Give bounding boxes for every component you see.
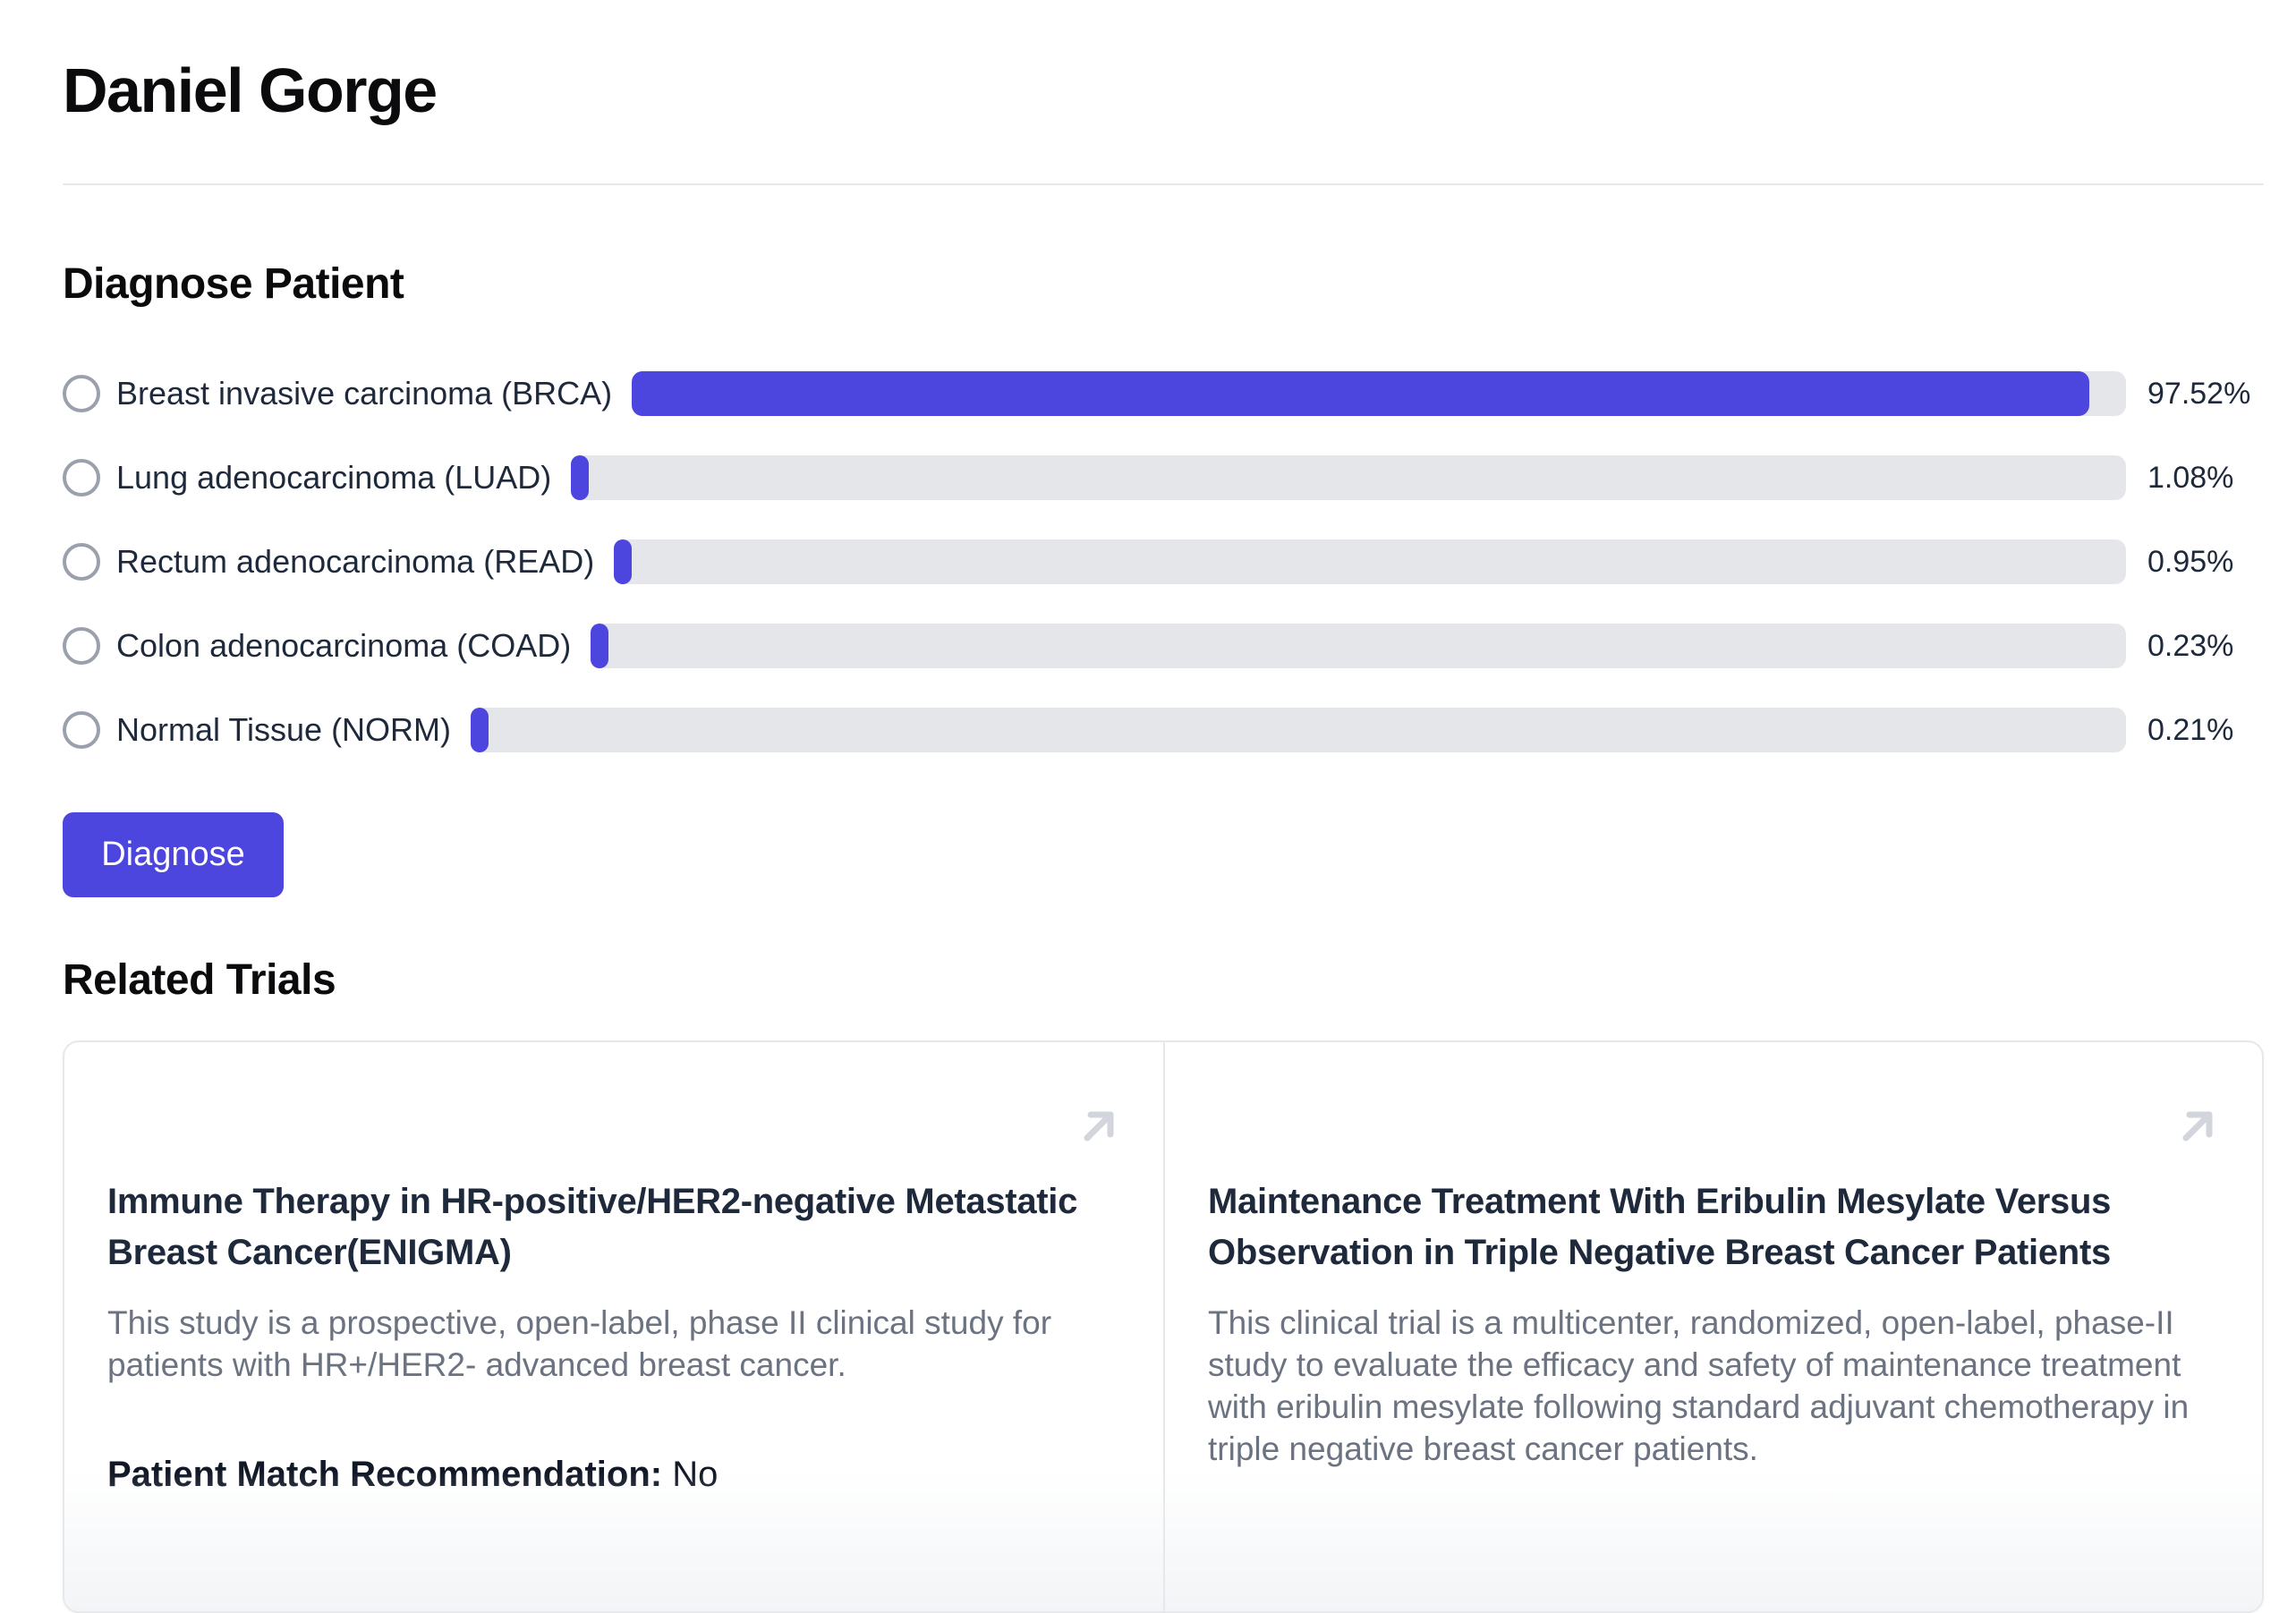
probability-bar-fill xyxy=(571,455,590,500)
probability-bar-fill xyxy=(591,624,609,668)
related-trials-cards: Immune Therapy in HR-positive/HER2-negat… xyxy=(63,1040,2264,1613)
external-link-arrow-icon xyxy=(1084,1111,1114,1142)
related-trials-heading: Related Trials xyxy=(63,956,336,1004)
radio-button[interactable] xyxy=(63,627,100,665)
page-title: Daniel Gorge xyxy=(63,55,438,125)
diagnosis-label[interactable]: Breast invasive carcinoma (BRCA) xyxy=(116,375,613,412)
probability-bar-fill xyxy=(614,539,633,584)
diagnosis-label[interactable]: Lung adenocarcinoma (LUAD) xyxy=(116,459,552,496)
card-bottom-fade xyxy=(1165,1472,2262,1611)
probability-bar-track xyxy=(471,708,2126,752)
trial-title: Maintenance Treatment With Eribulin Mesy… xyxy=(1208,1182,2112,1272)
diagnose-button[interactable]: Diagnose xyxy=(63,812,284,897)
external-link-arrow-icon xyxy=(2182,1111,2213,1142)
radio-button[interactable] xyxy=(63,711,100,749)
trial-description: This study is a prospective, open-label,… xyxy=(107,1304,1052,1383)
diagnosis-label[interactable]: Rectum adenocarcinoma (READ) xyxy=(116,543,595,580)
probability-percent: 0.21% xyxy=(2147,712,2234,747)
probability-bar-track xyxy=(591,624,2126,668)
diagnosis-probability-list: Breast invasive carcinoma (BRCA) 97.52% … xyxy=(63,371,2264,752)
match-value: No xyxy=(672,1455,719,1494)
diagnosis-row: Normal Tissue (NORM) 0.21% xyxy=(63,708,2264,752)
radio-button[interactable] xyxy=(63,459,100,497)
header-divider xyxy=(63,183,2264,185)
trial-card-eribulin[interactable]: Maintenance Treatment With Eribulin Mesy… xyxy=(1163,1042,2262,1611)
probability-percent: 1.08% xyxy=(2147,460,2234,495)
patient-match-recommendation: Patient Match Recommendation: No xyxy=(107,1452,1120,1497)
probability-bar-fill xyxy=(632,371,2089,416)
probability-bar-track xyxy=(614,539,2126,584)
match-label: Patient Match Recommendation: xyxy=(107,1455,663,1494)
diagnosis-row: Breast invasive carcinoma (BRCA) 97.52% xyxy=(63,371,2264,416)
diagnosis-label[interactable]: Colon adenocarcinoma (COAD) xyxy=(116,627,572,664)
probability-percent: 0.23% xyxy=(2147,628,2234,663)
diagnosis-row: Colon adenocarcinoma (COAD) 0.23% xyxy=(63,624,2264,668)
diagnosis-row: Lung adenocarcinoma (LUAD) 1.08% xyxy=(63,455,2264,500)
trial-description: This clinical trial is a multicenter, ra… xyxy=(1208,1304,2190,1467)
radio-button[interactable] xyxy=(63,543,100,581)
diagnosis-row: Rectum adenocarcinoma (READ) 0.95% xyxy=(63,539,2264,584)
diagnose-patient-heading: Diagnose Patient xyxy=(63,260,404,308)
diagnosis-label[interactable]: Normal Tissue (NORM) xyxy=(116,711,452,748)
main-content: Daniel Gorge Diagnose Patient Breast inv… xyxy=(63,57,2264,1613)
probability-bar-track xyxy=(632,371,2126,416)
probability-bar-track xyxy=(571,455,2126,500)
probability-percent: 0.95% xyxy=(2147,544,2234,579)
open-trial-link[interactable] xyxy=(1208,1105,2219,1146)
probability-percent: 97.52% xyxy=(2147,376,2251,411)
trial-title: Immune Therapy in HR-positive/HER2-negat… xyxy=(107,1182,1078,1272)
trial-card-enigma[interactable]: Immune Therapy in HR-positive/HER2-negat… xyxy=(64,1042,1163,1611)
probability-bar-fill xyxy=(471,708,489,752)
open-trial-link[interactable] xyxy=(107,1105,1120,1146)
radio-button[interactable] xyxy=(63,375,100,412)
